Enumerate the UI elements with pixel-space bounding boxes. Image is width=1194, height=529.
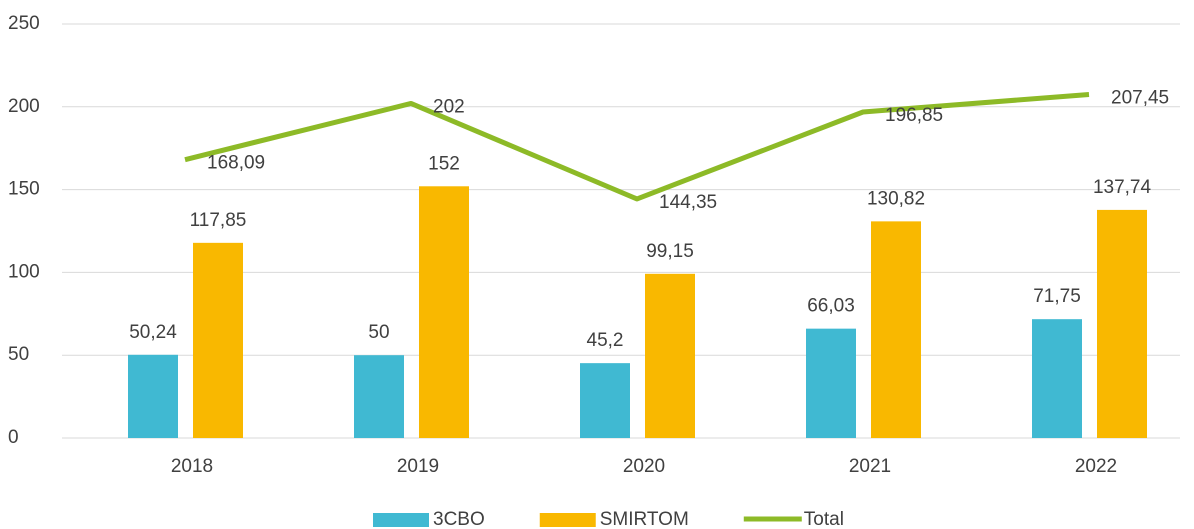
- legend-label: SMIRTOM: [600, 509, 689, 529]
- bar: [419, 186, 469, 438]
- bar: [193, 242, 243, 438]
- data-label: 137,74: [1093, 177, 1152, 198]
- data-label: 117,85: [190, 210, 247, 231]
- bar: [580, 363, 630, 438]
- data-label: 99,15: [646, 241, 694, 262]
- data-label: 152: [428, 153, 460, 174]
- data-label: 50,24: [129, 322, 177, 343]
- data-label: 168,09: [207, 153, 265, 174]
- data-label: 130,82: [867, 188, 925, 209]
- data-label: 71,75: [1033, 286, 1081, 307]
- legend-label: 3CBO: [433, 509, 485, 529]
- data-label: 144,35: [659, 192, 717, 213]
- bar: [806, 328, 856, 438]
- y-tick-label: 200: [8, 96, 40, 117]
- y-tick-label: 50: [8, 344, 29, 365]
- data-label: 50: [368, 322, 389, 343]
- data-label: 45,2: [587, 330, 624, 351]
- line: [184, 91, 1090, 202]
- bar: [1032, 319, 1082, 438]
- y-tick-label: 0: [8, 427, 19, 448]
- bar: [354, 355, 404, 438]
- x-tick-label: 2021: [849, 456, 891, 477]
- y-tick-label: 250: [8, 13, 40, 34]
- data-label: 66,03: [807, 296, 855, 317]
- bar: [645, 273, 695, 438]
- x-tick-label: 2022: [1075, 456, 1117, 477]
- y-tick-label: 100: [8, 261, 40, 282]
- data-label: 207,45: [1111, 87, 1169, 108]
- x-tick-label: 2020: [623, 456, 665, 477]
- legend-swatch: [373, 513, 429, 527]
- data-label: 202: [433, 97, 465, 118]
- legend-label: Total: [804, 509, 844, 529]
- x-tick-label: 2018: [171, 456, 213, 477]
- bar: [128, 354, 178, 438]
- bar: [871, 221, 921, 438]
- data-label: 196,85: [885, 105, 943, 126]
- y-tick-label: 150: [8, 179, 40, 200]
- x-tick-label: 2019: [397, 456, 439, 477]
- legend-swatch: [539, 513, 596, 527]
- bar: [1097, 209, 1147, 438]
